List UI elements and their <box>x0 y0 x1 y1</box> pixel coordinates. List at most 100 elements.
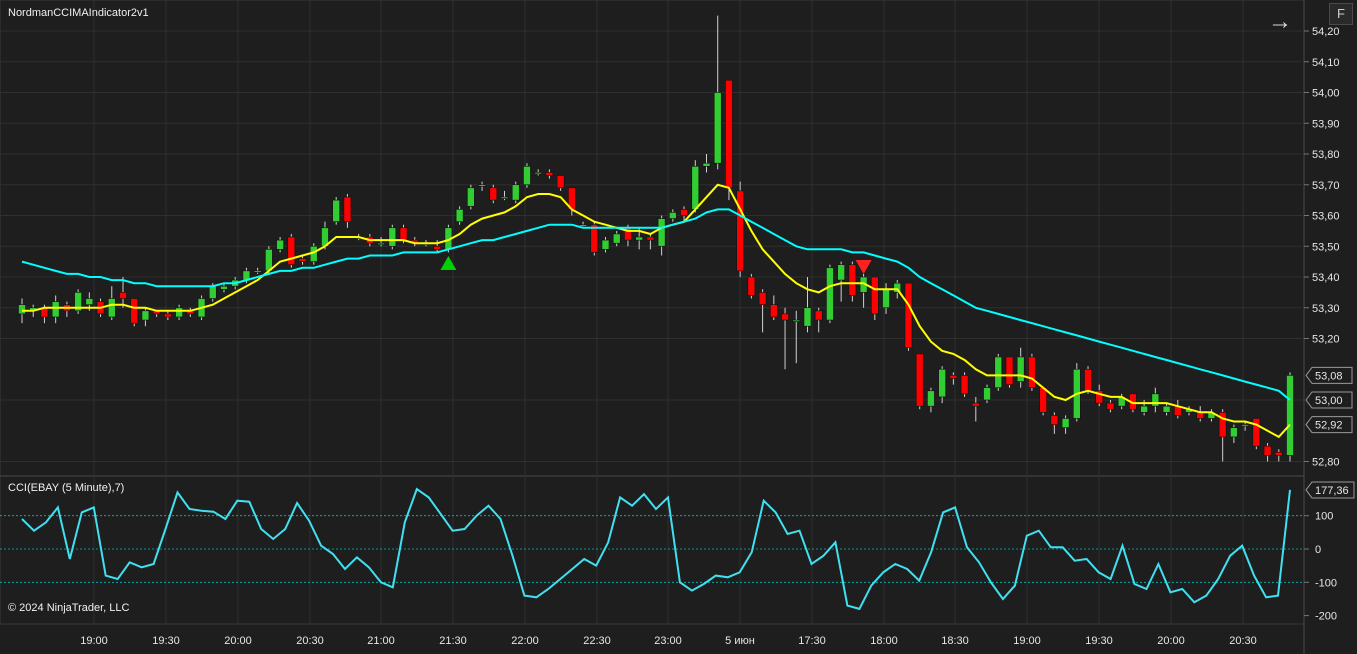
price-value-tag-label: 53,00 <box>1315 395 1343 407</box>
candle-body <box>119 292 127 299</box>
candle-body <box>1286 375 1294 456</box>
candle-body <box>1005 356 1014 385</box>
price-value-tag <box>1305 416 1353 434</box>
candle-body <box>523 166 531 186</box>
candle-body <box>18 304 26 315</box>
candle-body <box>556 175 565 189</box>
cci-title: CCI(EBAY (5 Minute),7) <box>8 482 125 494</box>
candle-body <box>938 368 946 398</box>
candle-body <box>1106 402 1115 410</box>
price-tick-label: 53,50 <box>1312 241 1340 253</box>
time-tick-label: 21:30 <box>439 635 467 647</box>
candle-body <box>635 236 643 241</box>
cci-tick-label: 100 <box>1315 511 1333 523</box>
copyright: © 2024 NinjaTrader, LLC <box>8 602 130 614</box>
candle-body <box>51 301 60 318</box>
cci-value-tag <box>1305 481 1355 499</box>
price-tick-label: 53,80 <box>1312 149 1340 161</box>
candle-body <box>893 282 902 293</box>
price-tick-label: 54,00 <box>1312 88 1340 100</box>
candle-body <box>1140 405 1148 413</box>
candle-body <box>388 227 397 247</box>
candle-body <box>500 196 509 199</box>
candle-body <box>1084 368 1092 392</box>
candle-body <box>478 184 486 187</box>
candle-body <box>1230 427 1238 438</box>
price-value-tag <box>1305 391 1353 409</box>
time-tick-label: 20:00 <box>1157 635 1185 647</box>
candle-body <box>467 187 475 207</box>
candle-body <box>770 304 778 318</box>
time-tick-label: 20:30 <box>296 635 324 647</box>
price-tick-label: 53,40 <box>1312 272 1340 284</box>
price-tick-label: 53,90 <box>1312 118 1340 130</box>
time-tick-label: 22:30 <box>583 635 611 647</box>
candle-body <box>781 313 789 321</box>
time-tick-label: 22:00 <box>511 635 539 647</box>
candle-body <box>915 353 924 407</box>
candle-body <box>1028 356 1036 389</box>
price-tick-label: 53,60 <box>1312 211 1340 223</box>
candle-body <box>208 285 217 299</box>
candle-body <box>130 298 139 324</box>
price-value-tag <box>1305 366 1353 384</box>
candle-body <box>691 166 700 210</box>
time-tick-label: 19:30 <box>1085 635 1113 647</box>
candle-body <box>994 356 1003 389</box>
candle-body <box>972 402 980 407</box>
time-tick-label: 21:00 <box>367 635 395 647</box>
candle-body <box>713 92 722 164</box>
candle-body <box>1039 387 1047 413</box>
cci-indicator <box>0 487 1304 611</box>
candle-body <box>725 79 733 189</box>
chart-title: NordmanCCIMAIndicator2v1 <box>8 7 149 19</box>
buy-signal-marker <box>440 256 457 270</box>
candle-body <box>1218 411 1227 438</box>
candle-body <box>399 227 408 241</box>
cci-line <box>21 487 1291 611</box>
cci-tick-label: -100 <box>1315 577 1337 589</box>
time-tick-label: 18:00 <box>870 635 898 647</box>
candle-body <box>107 298 116 318</box>
candle-body <box>803 307 812 327</box>
candle-body <box>1263 445 1272 456</box>
candle-body <box>455 209 464 222</box>
candle-body <box>1241 424 1249 427</box>
candle-body <box>511 184 520 201</box>
slow-ma-line <box>21 208 1291 401</box>
candle-body <box>736 190 744 272</box>
candle-body <box>680 209 688 216</box>
panel-toggle-button[interactable]: F <box>1329 3 1353 25</box>
axes: 54,20 54,10 54,00 53,90 53,80 53,70 53,60 53,50… <box>80 26 1355 647</box>
candle-body <box>612 233 621 244</box>
time-tick-label: 19:30 <box>152 635 180 647</box>
candle-body <box>1151 393 1160 407</box>
time-tick-label: 19:00 <box>80 635 108 647</box>
candle-body <box>579 224 587 227</box>
time-tick-label: 5 июн <box>725 635 755 647</box>
time-tick-label: 23:00 <box>654 635 682 647</box>
candle-body <box>904 282 913 349</box>
cci-tick-label: -200 <box>1315 611 1337 623</box>
candle-body <box>960 375 969 395</box>
candle-body <box>298 258 307 262</box>
candle-body <box>590 224 599 253</box>
price-tick-label: 52,80 <box>1312 457 1340 469</box>
candle-body <box>758 292 767 305</box>
candle-body <box>871 276 879 315</box>
price-tick-label: 53,30 <box>1312 303 1340 315</box>
candle-body <box>220 285 228 290</box>
candle-body <box>657 218 666 247</box>
candle-body <box>489 187 498 201</box>
arrow-right-icon[interactable]: → <box>1268 8 1292 35</box>
candle-body <box>343 196 352 222</box>
candle-body <box>1162 405 1171 413</box>
candle-body <box>175 307 183 318</box>
time-tick-label: 18:30 <box>941 635 969 647</box>
candle-body <box>534 172 542 175</box>
candle-body <box>332 199 340 222</box>
cci-value-tag-label: 177,36 <box>1315 485 1349 497</box>
candle-body <box>792 319 801 322</box>
candle-body <box>848 264 857 296</box>
